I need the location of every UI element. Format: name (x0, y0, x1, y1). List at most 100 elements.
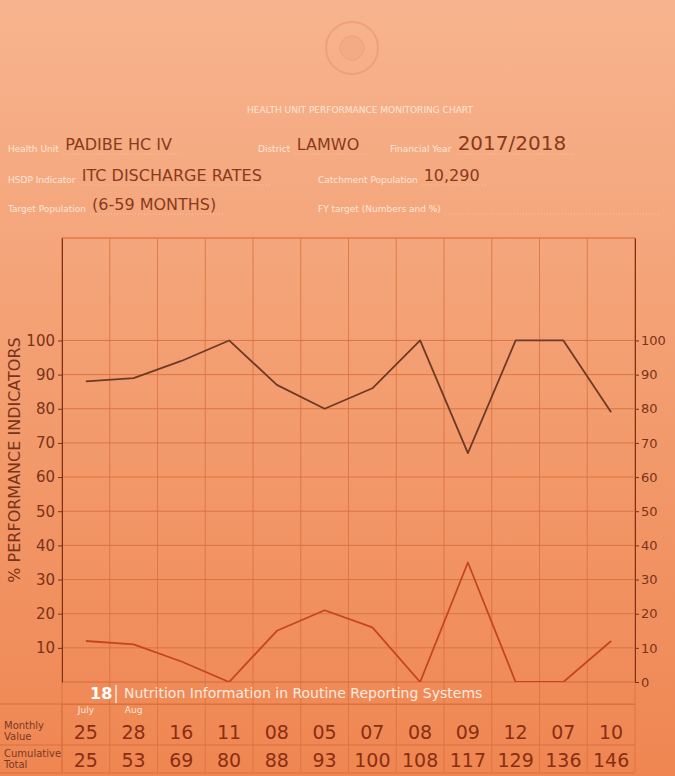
cell-value: 129 (497, 749, 533, 771)
grid-line (62, 477, 635, 478)
tick-mark (58, 614, 62, 615)
form-value: (6-59 MONTHS) (92, 195, 216, 214)
axis-line (635, 239, 636, 683)
column-line (539, 238, 540, 772)
form-underline (295, 154, 367, 155)
cell-value: 108 (402, 749, 438, 771)
tick: 50 (635, 504, 658, 519)
tick-mark (58, 340, 62, 341)
tick: 30 (36, 571, 62, 589)
tick: July (77, 704, 95, 715)
cell-value: 53 (122, 749, 146, 771)
grid-line (62, 442, 635, 443)
form: Health UnitPADIBE HC IVDistrictLAMWOFina… (7, 131, 660, 214)
cell-value: 05 (313, 721, 337, 743)
form-value: LAMWO (297, 135, 359, 154)
tick: 0 (635, 675, 649, 690)
tick: 30 (635, 572, 658, 587)
cell-value: 28 (122, 721, 146, 743)
grid-line (62, 647, 635, 648)
y-axis: 102030405060708090100 (26, 239, 62, 683)
form-heading: HEALTH UNIT PERFORMANCE MONITORING CHART (247, 105, 473, 115)
y-title: % PERFORMANCE INDICATORS (5, 337, 24, 582)
tick: 70 (36, 434, 62, 452)
tick-label: 80 (36, 400, 55, 418)
page: HEALTH UNIT PERFORMANCE MONITORING CHART… (0, 0, 675, 776)
y2-axis: 0102030405060708090100 (635, 239, 666, 690)
cell-value: 100 (354, 749, 390, 771)
tick-mark (635, 545, 639, 546)
table-rule (0, 745, 635, 746)
column-line (587, 238, 588, 772)
grid-line (62, 613, 635, 614)
cell-value: 11 (217, 721, 241, 743)
tick-label: Aug (125, 705, 143, 715)
tick: 100 (26, 332, 62, 350)
series-line (86, 340, 611, 453)
grid-line (62, 545, 635, 546)
form-underline (90, 214, 224, 215)
form-underline (80, 185, 270, 186)
form-label: District (258, 144, 291, 154)
tick: 80 (635, 401, 658, 416)
form-underline (456, 154, 575, 155)
tick-mark (58, 477, 62, 478)
tick-label: 40 (641, 538, 658, 553)
tick: 90 (36, 366, 62, 384)
tick-label: 0 (641, 675, 649, 690)
tick-mark (635, 648, 639, 649)
background (0, 0, 675, 776)
cell-value: 09 (456, 721, 480, 743)
form-value: 2017/2018 (458, 131, 567, 155)
form-value: 10,290 (424, 166, 480, 185)
grid-line (62, 511, 635, 512)
series-line (86, 562, 611, 682)
emblem-core (340, 36, 364, 60)
tick: 90 (635, 367, 658, 382)
tick-mark (58, 511, 62, 512)
plot-frame (62, 238, 635, 682)
tick: Aug (125, 704, 143, 715)
tick-mark (635, 614, 639, 615)
tick-label: 80 (641, 401, 658, 416)
tick-mark (58, 375, 62, 376)
form-value: ITC DISCHARGE RATES (82, 166, 262, 185)
tick: 60 (36, 468, 62, 486)
tick-label: 30 (36, 571, 55, 589)
cell-value: 08 (265, 721, 289, 743)
tick-mark (635, 375, 639, 376)
tick-mark (58, 443, 62, 444)
row-label: CumulativeTotal (3, 748, 61, 770)
tick-mark (58, 545, 62, 546)
tick-mark (58, 580, 62, 581)
tick: 10 (635, 641, 658, 656)
cell-value: 88 (265, 749, 289, 771)
table: MonthlyValue252816110805070809120710Cumu… (0, 704, 635, 773)
cell-value: 07 (360, 721, 384, 743)
tick: 50 (36, 503, 62, 521)
tick: 100 (635, 333, 666, 348)
cell-value: 146 (593, 749, 629, 771)
axis-line (62, 239, 63, 683)
tick: 10 (36, 639, 62, 657)
table-rule (0, 704, 635, 705)
cell-value: 07 (551, 721, 575, 743)
tick-label: 30 (641, 572, 658, 587)
tick-label: 20 (641, 606, 658, 621)
tick-mark (635, 682, 639, 683)
tick-mark (635, 443, 639, 444)
grid-line (62, 579, 635, 580)
tick-label: July (77, 705, 95, 715)
tick: 70 (635, 436, 658, 451)
tick: 40 (635, 538, 658, 553)
cell-value: 16 (169, 721, 193, 743)
page-title: Nutrition Information in Routine Reporti… (124, 685, 482, 701)
cell-value: 117 (450, 749, 486, 771)
tick-mark (58, 409, 62, 410)
form-underline (63, 154, 180, 155)
tick-mark (58, 648, 62, 649)
tick-label: 70 (36, 434, 55, 452)
table-rule (0, 773, 635, 774)
tick-mark (635, 580, 639, 581)
tick-label: 70 (641, 436, 658, 451)
